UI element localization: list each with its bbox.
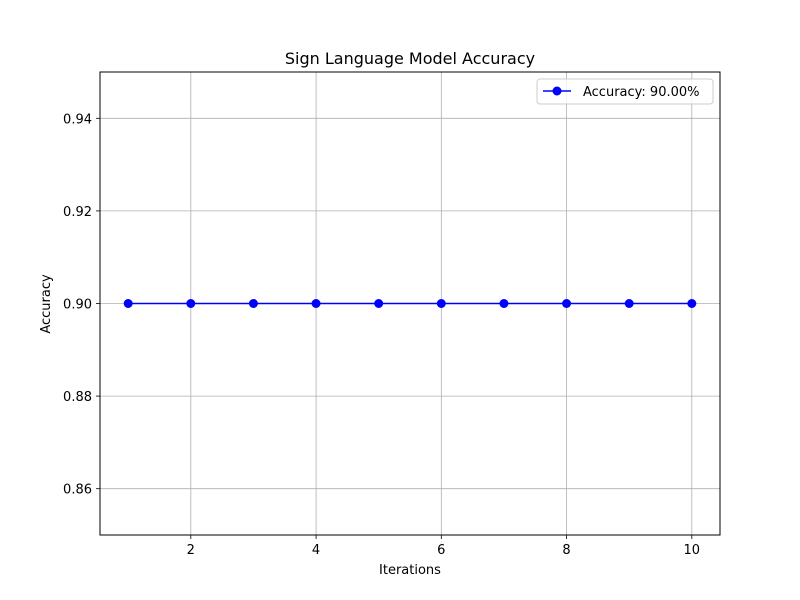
data-point xyxy=(186,299,196,308)
series-layer xyxy=(123,299,697,308)
y-tick-label: 0.94 xyxy=(63,112,92,127)
data-point xyxy=(311,299,321,308)
data-point xyxy=(374,299,384,308)
x-axis-ticks: 2 4 6 8 10 xyxy=(187,535,700,558)
data-point xyxy=(687,299,697,308)
x-axis-label: Iterations xyxy=(379,563,441,578)
legend-box xyxy=(536,78,714,105)
x-tick-label: 4 xyxy=(312,543,320,558)
y-tick-label: 0.90 xyxy=(63,298,92,313)
data-point xyxy=(436,299,446,308)
chart-title: Sign Language Model Accuracy xyxy=(285,49,535,68)
y-axis-label: Accuracy xyxy=(39,274,54,334)
legend-marker-icon xyxy=(552,86,562,96)
legend: Accuracy: 90.00% xyxy=(536,78,714,105)
y-tick-label: 0.86 xyxy=(63,483,92,498)
x-tick-label: 2 xyxy=(187,543,195,558)
x-tick-label: 6 xyxy=(437,543,445,558)
data-point xyxy=(248,299,258,308)
data-point xyxy=(123,299,133,308)
x-tick-label: 8 xyxy=(562,543,570,558)
x-tick-label: 10 xyxy=(684,543,701,558)
data-point xyxy=(562,299,572,308)
y-axis-ticks: 0.86 0.88 0.90 0.92 0.94 xyxy=(63,112,100,498)
data-point xyxy=(624,299,634,308)
data-point xyxy=(499,299,509,308)
y-tick-label: 0.92 xyxy=(63,205,92,220)
legend-entry-label: Accuracy: 90.00% xyxy=(583,85,700,100)
y-tick-label: 0.88 xyxy=(63,390,92,405)
